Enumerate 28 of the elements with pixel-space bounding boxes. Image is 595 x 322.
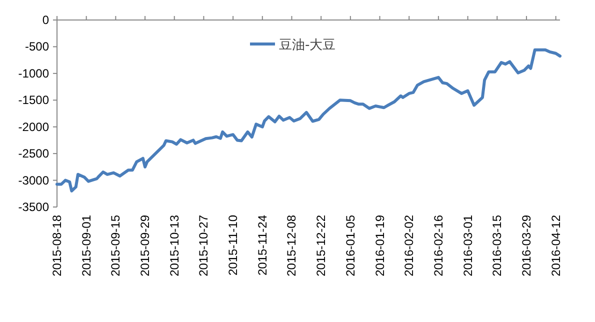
y-tick-label: -2000 [18,120,50,134]
x-tick-label: 2015-09-15 [108,214,123,276]
x-tick-label: 2016-03-29 [519,214,534,276]
y-tick-label: -500 [24,40,50,54]
x-tick-label: 2016-02-02 [402,214,416,276]
x-tick-label: 2015-11-10 [226,214,240,276]
y-tick-label: -3000 [18,173,50,188]
x-tick-label: 2015-12-08 [284,214,299,276]
x-tick-label: 2015-10-13 [167,214,182,276]
x-tick-label: 2016-01-19 [372,214,387,276]
x-tick-label: 2015-10-27 [196,214,211,276]
x-tick-label: 2016-02-16 [431,214,446,276]
x-tick-label: 2015-11-24 [255,214,270,276]
legend-label: 豆油-大豆 [279,38,336,53]
y-tick-label: 0 [42,13,50,27]
x-tick-label: 2016-03-15 [490,214,504,276]
y-tick-label: -3500 [18,200,50,214]
x-tick-label: 2015-12-22 [314,214,328,276]
x-tick-label: 2016-04-12 [548,214,563,276]
x-tick-label: 2015-09-29 [138,214,152,276]
x-tick-label: 2016-01-05 [343,214,358,276]
y-tick-label: -2500 [18,146,50,161]
x-tick-label: 2015-09-01 [79,214,94,276]
x-tick-label: 2016-03-01 [460,214,475,276]
x-tick-label: 2015-08-18 [50,214,64,276]
legend: 豆油-大豆 [250,38,336,53]
y-tick-label: -1500 [18,93,50,108]
y-tick-label: -1000 [18,66,50,80]
